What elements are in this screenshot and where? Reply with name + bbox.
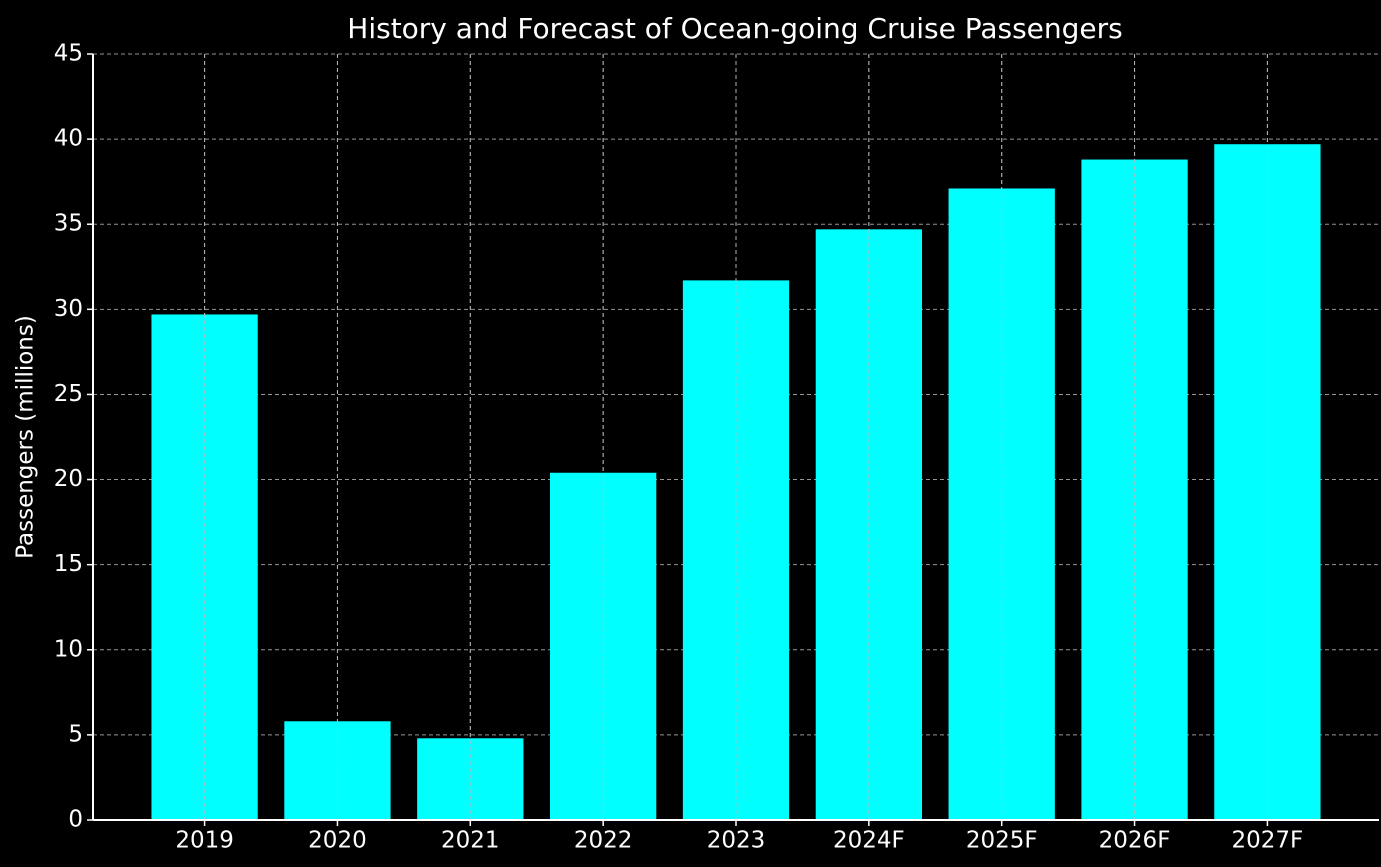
y-tick-label: 20 <box>54 466 83 492</box>
y-tick-label: 10 <box>54 636 83 662</box>
y-tick-label: 40 <box>54 126 83 152</box>
y-tick-label: 0 <box>68 807 83 833</box>
bar <box>682 280 790 820</box>
y-tick-label: 15 <box>54 551 83 577</box>
y-tick-label: 25 <box>54 381 83 407</box>
y-tick-label: 45 <box>54 41 83 67</box>
x-tick-label: 2025F <box>966 828 1038 854</box>
y-tick-label: 5 <box>68 721 83 747</box>
x-tick-label: 2021 <box>441 828 500 854</box>
x-tick-label: 2027F <box>1232 828 1304 854</box>
y-tick-label: 35 <box>54 211 83 237</box>
x-tick-label: 2024F <box>833 828 905 854</box>
x-tick-label: 2019 <box>175 828 234 854</box>
x-tick-label: 2026F <box>1099 828 1171 854</box>
y-axis-label: Passengers (millions) <box>13 315 39 559</box>
y-tick-label: 30 <box>54 296 83 322</box>
x-tick-label: 2022 <box>574 828 633 854</box>
x-tick-label: 2020 <box>308 828 367 854</box>
x-tick-label: 2023 <box>707 828 766 854</box>
chart-title: History and Forecast of Ocean-going Crui… <box>347 12 1122 45</box>
